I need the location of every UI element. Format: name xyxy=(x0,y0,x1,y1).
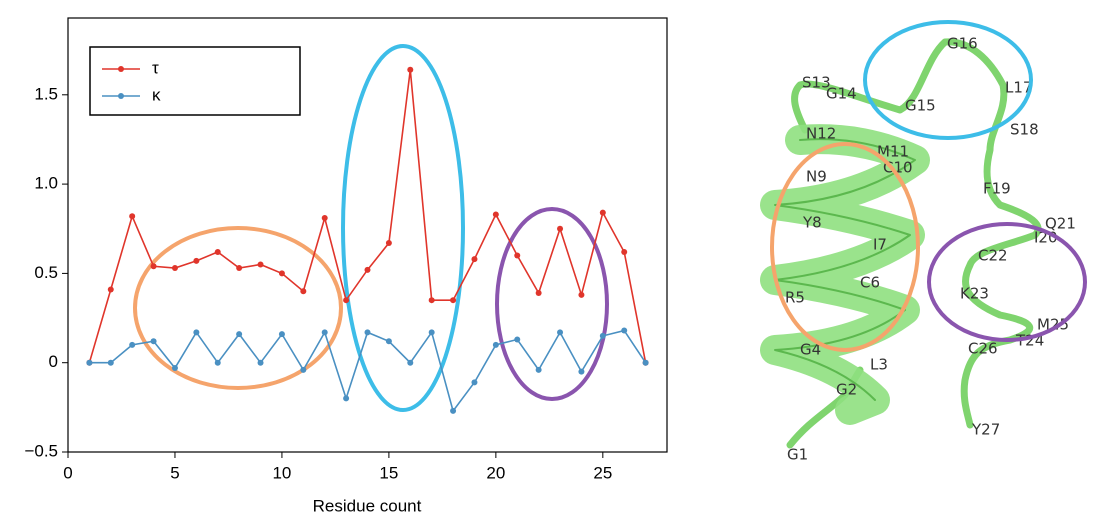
residue-label: N12 xyxy=(806,125,836,143)
residue-label: Y27 xyxy=(971,421,1000,439)
point xyxy=(557,329,563,335)
point xyxy=(322,215,328,221)
point xyxy=(365,267,371,273)
residue-label: R5 xyxy=(785,289,805,307)
x-tick-label: 25 xyxy=(593,463,612,482)
point xyxy=(578,292,584,298)
point xyxy=(300,288,306,294)
point xyxy=(536,290,542,296)
point xyxy=(471,379,477,385)
legend-marker xyxy=(118,93,124,99)
point xyxy=(621,249,627,255)
y-tick-label: 0.5 xyxy=(34,263,58,282)
point xyxy=(215,360,221,366)
point xyxy=(471,256,477,262)
point xyxy=(151,263,157,269)
residue-label: G15 xyxy=(905,97,936,115)
x-tick-label: 0 xyxy=(63,463,72,482)
point xyxy=(236,265,242,271)
legend-box xyxy=(90,47,300,115)
point xyxy=(151,338,157,344)
point xyxy=(600,210,606,216)
point xyxy=(215,249,221,255)
point xyxy=(407,360,413,366)
point xyxy=(407,67,413,73)
point xyxy=(343,395,349,401)
y-tick-label: 1.5 xyxy=(34,84,58,103)
point xyxy=(386,240,392,246)
point xyxy=(129,342,135,348)
point xyxy=(86,360,92,366)
residue-label: G16 xyxy=(947,35,978,53)
point xyxy=(600,333,606,339)
point xyxy=(643,360,649,366)
residue-label: F19 xyxy=(983,180,1011,198)
point xyxy=(429,297,435,303)
x-tick-label: 10 xyxy=(272,463,291,482)
residue-label: N9 xyxy=(806,168,827,186)
y-tick-label: 1.0 xyxy=(34,174,58,193)
residue-label: Q21 xyxy=(1045,215,1076,233)
point xyxy=(386,338,392,344)
legend-label: τ xyxy=(152,58,159,77)
legend xyxy=(90,47,300,115)
residue-label: G2 xyxy=(836,381,857,399)
point xyxy=(365,329,371,335)
residue-label: C26 xyxy=(968,340,998,358)
x-axis-label: Residue count xyxy=(313,496,422,515)
residue-label: S18 xyxy=(1010,121,1039,139)
point xyxy=(193,258,199,264)
point xyxy=(279,270,285,276)
point xyxy=(172,265,178,271)
point xyxy=(493,342,499,348)
point xyxy=(129,213,135,219)
y-tick-label: 0 xyxy=(49,352,58,371)
residue-label: C6 xyxy=(860,274,880,292)
point xyxy=(279,331,285,337)
point xyxy=(514,336,520,342)
residue-label: Y8 xyxy=(802,214,822,232)
legend-label: κ xyxy=(152,85,161,104)
point xyxy=(493,211,499,217)
residue-label: L3 xyxy=(870,356,888,374)
x-tick-label: 15 xyxy=(379,463,398,482)
point xyxy=(172,365,178,371)
point xyxy=(514,253,520,259)
residue-label: G1 xyxy=(787,446,808,464)
point xyxy=(108,360,114,366)
x-tick-label: 5 xyxy=(170,463,179,482)
point xyxy=(450,408,456,414)
point xyxy=(621,328,627,334)
point xyxy=(300,367,306,373)
point xyxy=(578,369,584,375)
legend-marker xyxy=(118,66,124,72)
point xyxy=(343,297,349,303)
point xyxy=(536,367,542,373)
point xyxy=(450,297,456,303)
residue-label: I7 xyxy=(873,236,887,254)
residue-label: K23 xyxy=(960,285,989,303)
residue-label: C22 xyxy=(978,247,1008,265)
point xyxy=(236,331,242,337)
figure: G1G2L3G4R5C6I7Y8N9C10M11N12S13G14G15G16L… xyxy=(0,0,1100,518)
y-tick-label: −0.5 xyxy=(24,441,58,460)
point xyxy=(193,329,199,335)
residue-label: G14 xyxy=(826,85,857,103)
point xyxy=(258,261,264,267)
point xyxy=(258,360,264,366)
point xyxy=(557,226,563,232)
point xyxy=(322,329,328,335)
x-tick-label: 20 xyxy=(486,463,505,482)
point xyxy=(429,329,435,335)
point xyxy=(108,286,114,292)
